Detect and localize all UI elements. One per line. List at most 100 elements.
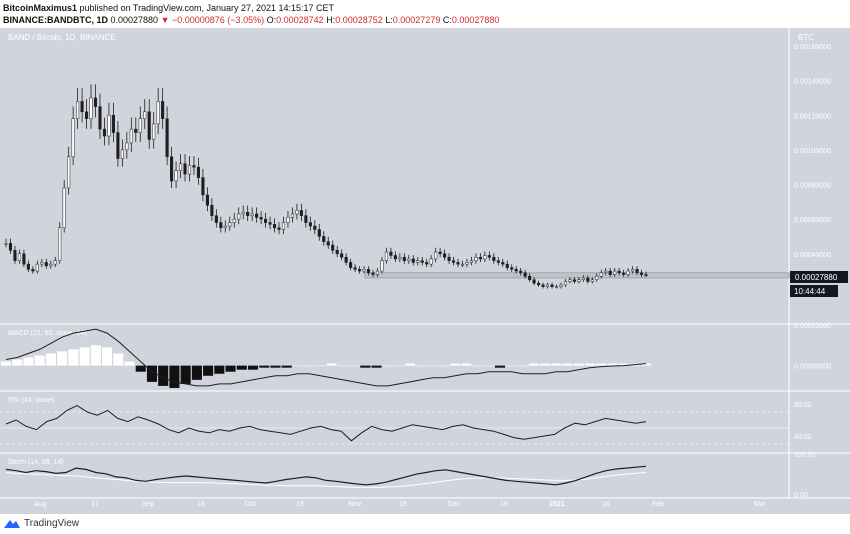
macd-histogram-bar <box>584 363 595 366</box>
macd-histogram-bar <box>337 365 348 367</box>
author-name[interactable]: BitcoinMaximus1 <box>3 3 78 13</box>
candle-body <box>443 253 447 258</box>
candle-body <box>492 256 496 261</box>
macd-histogram-bar <box>539 363 550 366</box>
candle-body <box>358 269 362 272</box>
symbol-label: BINANCE:BANDBTC, 1D <box>3 15 108 25</box>
candle-body <box>402 256 406 261</box>
candle-body <box>102 128 107 137</box>
candle-body <box>519 270 523 274</box>
chart-background <box>0 28 789 514</box>
candle-body <box>246 211 250 216</box>
candle-body <box>613 270 617 275</box>
candle-body <box>53 260 57 265</box>
candle-body <box>237 213 241 220</box>
macd-histogram-bar <box>472 365 483 367</box>
candle-body <box>290 213 294 218</box>
candle-body <box>599 272 603 277</box>
macd-histogram-bar <box>270 365 281 368</box>
candle-body <box>156 101 160 125</box>
macd-histogram-bar <box>124 361 135 366</box>
candle-body <box>335 250 339 255</box>
candle-body <box>501 262 505 265</box>
candle-body <box>375 270 380 275</box>
indicator-name: RSI (14, close) <box>8 397 54 404</box>
candle-body <box>143 111 147 119</box>
candle-body <box>201 177 205 196</box>
candle-body <box>165 118 169 158</box>
candle-body <box>58 227 62 261</box>
macd-histogram-bar <box>203 365 214 376</box>
candle-body <box>483 255 487 260</box>
candle-body <box>187 165 192 175</box>
indicator-panes: MACD (21, 50, close, 24) 0.00020000 0.0000… <box>0 323 850 499</box>
candlestick-series <box>4 84 648 289</box>
macd-histogram-bar <box>360 365 371 368</box>
macd-histogram-bar <box>158 365 169 386</box>
macd-histogram-bar <box>292 365 303 367</box>
macd-histogram-bar <box>494 365 506 368</box>
candle-body <box>635 269 639 274</box>
support-zone <box>364 272 790 279</box>
chart-area[interactable]: BAND / Bitcoin, 1D, BINANCE BTC 0.001600… <box>0 28 850 514</box>
macd-histogram-bar <box>371 365 382 368</box>
open-value: 0.00028742 <box>276 15 324 25</box>
macd-histogram-bar <box>68 349 79 366</box>
last-price-tag: 0.00027880 10:44:44 <box>790 271 848 297</box>
macd-histogram-bar <box>326 363 337 366</box>
candle-body <box>241 211 245 215</box>
candle-body <box>116 132 120 159</box>
macd-histogram-bar <box>349 365 360 367</box>
macd-histogram-bar <box>427 365 438 367</box>
candle-body <box>8 243 13 251</box>
candle-body <box>380 260 384 272</box>
stoch-d-line <box>5 472 647 488</box>
candle-body <box>563 281 567 286</box>
candle-body <box>129 128 133 144</box>
candle-body <box>420 260 424 263</box>
candle-body <box>344 256 348 263</box>
candle-body <box>353 267 357 270</box>
macd-histogram-bar <box>618 363 629 366</box>
time-axis-label: 16 <box>602 501 610 508</box>
candle-body <box>626 270 630 275</box>
candle-body <box>255 213 259 218</box>
candle-body <box>111 115 115 133</box>
macd-histogram-bar <box>551 363 562 366</box>
macd-histogram-bar <box>483 365 494 367</box>
candle-body <box>617 270 621 274</box>
footer-brand[interactable]: TradingView <box>24 517 80 529</box>
candle-body <box>622 272 626 275</box>
candle-body <box>85 111 89 119</box>
symbol-info: BINANCE:BANDBTC, 1D 0.00027880 ▼ −0.0000… <box>3 14 850 28</box>
candle-body <box>214 215 218 223</box>
time-axis-label: 17 <box>91 501 99 508</box>
candle-body <box>469 260 474 263</box>
candle-body <box>434 251 438 260</box>
open-label: O: <box>266 15 277 25</box>
macd-histogram-bar <box>169 365 180 388</box>
candle-body <box>595 276 599 280</box>
candle-body <box>411 258 415 263</box>
macd-histogram-bar <box>146 365 158 382</box>
candle-body <box>429 258 433 265</box>
macd-histogram-bar <box>57 351 68 366</box>
candle-body <box>281 222 286 230</box>
time-axis-label: Mar <box>754 501 767 508</box>
macd-histogram-bar <box>528 363 539 366</box>
macd-histogram-bar <box>135 365 146 372</box>
candle-body <box>545 284 550 287</box>
indicator-name: Stoch (14, 28, 14) <box>8 459 64 466</box>
candle-body <box>219 222 223 229</box>
candle-body <box>299 210 303 216</box>
low-label: L: <box>385 15 393 25</box>
macd-histogram-bar <box>596 363 607 366</box>
close-label: C: <box>442 15 452 25</box>
candle-body <box>407 258 411 261</box>
high-label: H: <box>326 15 336 25</box>
candle-body <box>537 282 541 286</box>
candle-body <box>49 263 53 267</box>
time-axis-label: Feb <box>652 501 664 508</box>
macd-histogram-bar <box>180 365 191 384</box>
candle-body <box>80 101 84 113</box>
